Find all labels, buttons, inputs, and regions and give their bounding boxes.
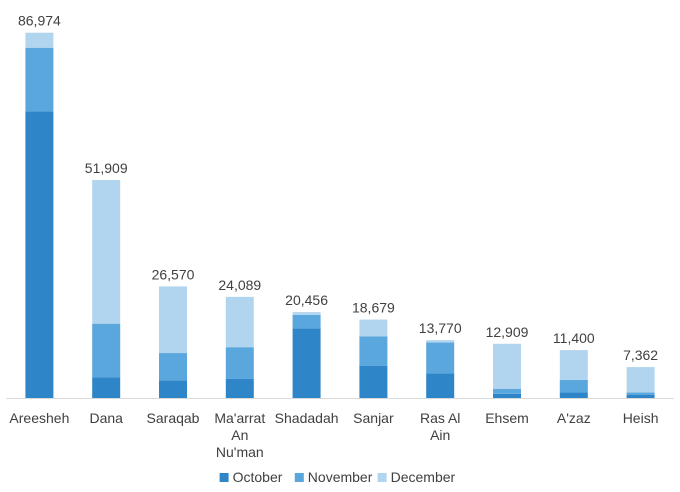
bar-november-5 <box>359 336 388 366</box>
total-label-3: 24,089 <box>218 277 261 293</box>
x-tick-label-7: Ehsem <box>485 410 529 426</box>
x-tick-label-5: Sanjar <box>353 410 394 426</box>
bar-december-5 <box>359 319 388 337</box>
x-tick-label-line: Shadadah <box>275 410 339 426</box>
x-tick-label-4: Shadadah <box>275 410 339 426</box>
bar-december-3 <box>225 296 254 348</box>
bar-october-0 <box>25 111 54 398</box>
bar-december-1 <box>92 179 121 324</box>
bar-december-6 <box>426 340 455 343</box>
bar-october-9 <box>626 394 655 398</box>
x-tick-label-line: Areesheh <box>9 410 69 426</box>
x-tick-label-line: An <box>231 427 248 443</box>
x-tick-label-0: Areesheh <box>9 410 69 426</box>
x-tick-label-2: Saraqab <box>147 410 200 426</box>
x-tick-label-line: Ras Al <box>420 410 460 426</box>
total-label-9: 7,362 <box>623 347 658 363</box>
legend-swatch-december <box>377 473 387 482</box>
x-tick-label-3: Ma'arrat An Nu'man <box>214 410 265 460</box>
x-tick-label-8: A'zaz <box>557 410 591 426</box>
x-tick-label-line: A'zaz <box>557 410 591 426</box>
legend: October November December <box>219 469 456 485</box>
x-tick-label-line: Sanjar <box>353 410 394 426</box>
bar-november-3 <box>225 347 254 379</box>
bar-october-2 <box>159 380 187 398</box>
total-label-8: 11,400 <box>553 330 595 346</box>
bar-november-9 <box>626 392 655 395</box>
legend-swatch-november <box>294 473 304 482</box>
legend-label-december: December <box>391 469 456 485</box>
total-label-4: 20,456 <box>285 292 328 308</box>
total-label-6: 13,770 <box>419 320 462 336</box>
legend-label-october: October <box>233 469 283 485</box>
total-label-2: 26,570 <box>152 266 195 282</box>
bar-october-3 <box>225 378 254 398</box>
legend-swatch-october <box>219 473 229 482</box>
legend-label-november: November <box>308 469 373 485</box>
x-tick-label-line: Saraqab <box>147 410 200 426</box>
total-label-7: 12,909 <box>486 324 529 340</box>
bar-december-7 <box>493 343 521 389</box>
bar-october-1 <box>92 377 121 398</box>
bar-october-8 <box>559 392 588 398</box>
bar-december-8 <box>559 350 588 380</box>
total-labels-layer: 86,974 51,909 26,570 24,089 20,456 18,679 13,7… <box>18 13 658 363</box>
bar-november-0 <box>25 47 54 112</box>
total-label-5: 18,679 <box>352 300 395 316</box>
x-tick-label-6: Ras Al Ain <box>420 410 460 443</box>
x-tick-label-line: Ain <box>430 427 450 443</box>
bar-december-0 <box>25 32 54 48</box>
bar-december-9 <box>626 367 655 393</box>
x-tick-label-line: Ehsem <box>485 410 529 426</box>
x-tick-label-1: Dana <box>89 410 123 426</box>
total-label-1: 51,909 <box>85 160 128 176</box>
bar-december-2 <box>159 286 187 354</box>
x-tick-label-line: Dana <box>89 410 123 426</box>
x-tick-label-9: Heish <box>623 410 659 426</box>
bar-october-4 <box>292 328 321 398</box>
bar-november-8 <box>559 379 588 393</box>
x-tick-labels-layer: Areesheh Dana Saraqab Ma'arrat An Nu'man Shada… <box>9 410 658 460</box>
bar-november-4 <box>292 314 321 329</box>
bar-november-6 <box>426 342 455 374</box>
x-tick-label-line: Heish <box>623 410 659 426</box>
bar-november-1 <box>92 323 121 378</box>
bar-october-5 <box>359 365 388 398</box>
bar-december-4 <box>292 312 321 315</box>
x-tick-label-line: Ma'arrat <box>214 410 265 426</box>
bar-november-2 <box>159 353 187 381</box>
x-tick-label-line: Nu'man <box>216 444 264 460</box>
bar-october-6 <box>426 373 455 398</box>
bar-november-7 <box>493 388 521 394</box>
bars-layer <box>25 32 655 398</box>
total-label-0: 86,974 <box>18 13 61 29</box>
bar-october-7 <box>493 393 521 398</box>
